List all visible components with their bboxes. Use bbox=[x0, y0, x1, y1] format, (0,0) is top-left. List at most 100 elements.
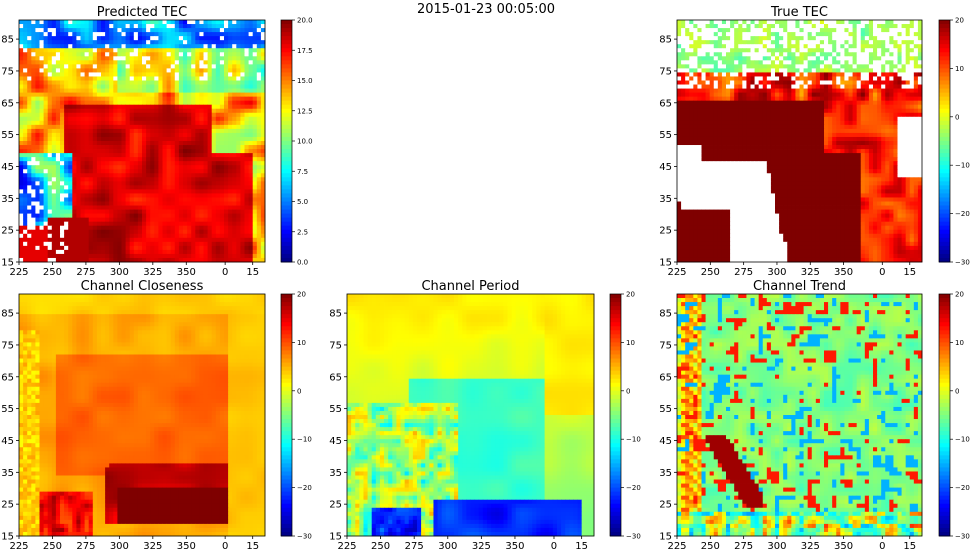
heatmap-cell bbox=[92, 44, 98, 49]
heatmap-cell bbox=[35, 124, 40, 130]
heatmap-cell bbox=[762, 92, 768, 98]
heatmap-cell bbox=[819, 100, 825, 106]
heatmap-cell bbox=[228, 88, 233, 93]
heatmap-cell bbox=[754, 48, 760, 53]
heatmap-cell bbox=[881, 28, 886, 33]
heatmap-cell bbox=[240, 145, 245, 150]
heatmap-cell bbox=[750, 40, 755, 45]
heatmap-cell bbox=[55, 64, 61, 69]
heatmap-cell bbox=[76, 120, 81, 126]
heatmap-cell bbox=[76, 213, 81, 219]
heatmap-cell bbox=[824, 68, 829, 73]
heatmap-cell bbox=[19, 52, 24, 57]
heatmap-cell bbox=[860, 24, 866, 29]
heatmap-cell bbox=[860, 60, 866, 65]
heatmap-cell bbox=[47, 141, 53, 146]
heatmap-cell bbox=[232, 177, 237, 182]
heatmap-cell bbox=[101, 253, 106, 259]
heatmap-cell bbox=[685, 32, 690, 37]
heatmap-cell bbox=[881, 20, 886, 25]
heatmap-cell bbox=[203, 120, 208, 126]
heatmap-cell bbox=[730, 92, 735, 98]
heatmap-cell bbox=[60, 141, 65, 146]
heatmap-cell bbox=[162, 52, 167, 57]
heatmap-cell bbox=[256, 237, 262, 243]
heatmap-cell bbox=[677, 76, 682, 81]
heatmap-cell bbox=[31, 72, 36, 77]
heatmap-cell bbox=[770, 48, 776, 53]
heatmap-cell bbox=[244, 197, 249, 202]
heatmap-cell bbox=[137, 197, 143, 202]
heatmap-cell bbox=[47, 112, 53, 118]
heatmap-cell bbox=[105, 257, 110, 263]
heatmap-cell bbox=[39, 149, 44, 154]
heatmap-cell bbox=[170, 44, 176, 49]
heatmap-cell bbox=[252, 161, 258, 166]
heatmap-cell bbox=[60, 112, 65, 118]
heatmap-cell bbox=[158, 205, 163, 210]
heatmap-cell bbox=[195, 213, 200, 219]
heatmap-cell bbox=[101, 80, 106, 85]
heatmap-cell bbox=[199, 173, 204, 178]
heatmap-cell bbox=[47, 132, 53, 138]
heatmap-cell bbox=[236, 120, 241, 126]
heatmap-cell bbox=[738, 96, 743, 102]
heatmap-cell bbox=[203, 116, 208, 122]
heatmap-cell bbox=[146, 96, 151, 102]
heatmap-cell bbox=[677, 72, 682, 77]
heatmap-cell bbox=[72, 76, 77, 81]
heatmap-cell bbox=[244, 48, 249, 53]
heatmap-cell bbox=[133, 141, 139, 146]
heatmap-cell bbox=[43, 201, 49, 206]
heatmap-cell bbox=[27, 24, 32, 29]
heatmap-cell bbox=[248, 44, 254, 49]
heatmap-cell bbox=[787, 20, 792, 25]
heatmap-cell bbox=[129, 185, 135, 190]
heatmap-cell bbox=[754, 44, 760, 49]
heatmap-cell bbox=[236, 213, 241, 219]
heatmap-cell bbox=[199, 20, 204, 25]
heatmap-cell bbox=[133, 153, 139, 158]
heatmap-cell bbox=[60, 32, 65, 37]
heatmap-cell bbox=[746, 20, 751, 25]
heatmap-cell bbox=[848, 40, 853, 45]
heatmap-cell bbox=[187, 217, 192, 223]
heatmap-cell bbox=[105, 233, 110, 239]
heatmap-cell bbox=[228, 52, 233, 57]
heatmap-cell bbox=[174, 84, 180, 89]
heatmap-cell bbox=[885, 68, 890, 73]
heatmap-cell bbox=[121, 165, 126, 170]
heatmap-cell bbox=[121, 181, 126, 186]
heatmap-cell bbox=[64, 52, 69, 57]
heatmap-cell bbox=[191, 104, 196, 110]
heatmap-cell bbox=[195, 153, 200, 158]
heatmap-cell bbox=[187, 145, 192, 150]
heatmap-cell bbox=[750, 68, 755, 73]
heatmap-cell bbox=[199, 237, 204, 243]
heatmap-cell bbox=[836, 32, 841, 37]
heatmap-cell bbox=[64, 132, 69, 138]
heatmap-cell bbox=[807, 52, 813, 57]
heatmap-cell bbox=[39, 84, 44, 89]
heatmap-cell bbox=[889, 52, 894, 57]
heatmap-cell bbox=[35, 136, 40, 142]
heatmap-cell bbox=[43, 233, 49, 239]
heatmap-cell bbox=[248, 165, 254, 170]
heatmap-cell bbox=[31, 221, 36, 227]
heatmap-cell bbox=[819, 24, 825, 29]
heatmap-cell bbox=[23, 44, 28, 49]
heatmap-cell bbox=[105, 229, 110, 235]
heatmap-cell bbox=[799, 80, 804, 85]
heatmap-cell bbox=[742, 40, 747, 45]
heatmap-cell bbox=[96, 213, 102, 219]
heatmap-cell bbox=[905, 72, 911, 77]
heatmap-cell bbox=[224, 173, 229, 178]
heatmap-cell bbox=[248, 60, 254, 65]
heatmap-cell bbox=[721, 60, 727, 65]
heatmap-cell bbox=[738, 88, 743, 93]
heatmap-cell bbox=[754, 24, 760, 29]
heatmap-cell bbox=[19, 128, 24, 134]
heatmap-cell bbox=[705, 24, 711, 29]
heatmap-cell bbox=[783, 36, 788, 41]
heatmap-cell bbox=[893, 76, 898, 81]
